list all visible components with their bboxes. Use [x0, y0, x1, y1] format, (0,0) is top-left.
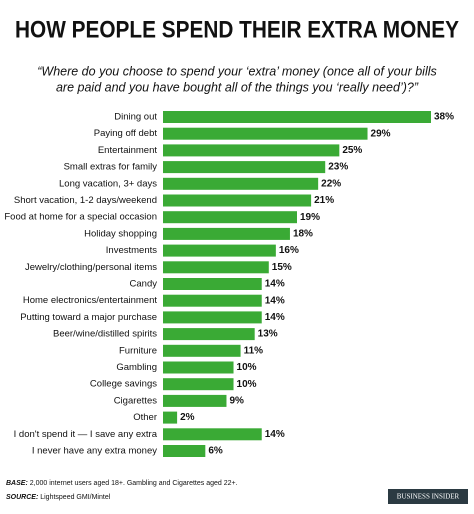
base-text: 2,000 internet users aged 18+. Gambling … [30, 480, 238, 487]
value-label: 14% [265, 312, 285, 323]
bar [163, 428, 262, 441]
bar [163, 261, 269, 274]
value-label: 29% [371, 128, 391, 139]
category-label: Investments [106, 245, 157, 256]
value-label: 14% [265, 429, 285, 440]
value-label: 10% [237, 379, 257, 390]
category-label: College savings [90, 379, 157, 390]
bar [163, 445, 206, 457]
category-label: I never have any extra money [32, 446, 157, 457]
bar [163, 227, 290, 240]
chart-title: HOW PEOPLE SPEND THEIR EXTRA MONEY [15, 16, 459, 43]
bar [163, 328, 255, 341]
value-label: 21% [314, 195, 334, 206]
value-label: 25% [342, 145, 362, 156]
value-label: 15% [272, 262, 292, 273]
bar [163, 144, 340, 157]
subtitle: “Where do you choose to spend your ‘extr… [37, 64, 437, 78]
category-label: Entertainment [98, 145, 158, 156]
value-label: 13% [258, 329, 278, 340]
value-label: 23% [328, 162, 348, 173]
bar [163, 394, 227, 407]
category-label: Small extras for family [64, 162, 158, 173]
bar [163, 161, 326, 174]
bar [163, 111, 431, 123]
category-label: Home electronics/entertainment [23, 295, 157, 306]
category-label: Gambling [116, 362, 157, 373]
category-label: Long vacation, 3+ days [59, 178, 157, 189]
logo: BUSINESS INSIDER [397, 493, 460, 501]
bar [163, 278, 262, 290]
value-label: 14% [265, 279, 285, 290]
value-label: 10% [237, 362, 257, 373]
bar [163, 361, 234, 374]
category-label: I don't spend it — I save any extra [14, 429, 158, 440]
value-label: 22% [321, 178, 341, 189]
bar [163, 378, 234, 391]
value-label: 16% [279, 245, 299, 256]
base-label: BASE: [6, 480, 28, 487]
category-label: Jewelry/clothing/personal items [25, 262, 157, 273]
category-label: Dining out [114, 112, 157, 123]
value-label: 6% [208, 446, 223, 457]
source-label: SOURCE: [6, 494, 38, 501]
category-label: Furniture [119, 345, 157, 356]
bar [163, 127, 368, 140]
footnote: BASE: 2,000 internet users aged 18+. Gam… [6, 480, 238, 487]
bar [163, 411, 178, 424]
category-label: Holiday shopping [84, 228, 157, 239]
bar [163, 194, 312, 207]
value-label: 14% [265, 295, 285, 306]
bar [163, 311, 262, 324]
logo-box [388, 489, 468, 504]
bar [163, 177, 319, 190]
category-label: Beer/wine/distilled spirits [53, 329, 157, 340]
category-label: Cigarettes [114, 395, 158, 406]
source-text: Lightspeed GMI/Mintel [40, 494, 110, 501]
category-label: Short vacation, 1-2 days/weekend [14, 195, 157, 206]
category-label: Other [133, 412, 157, 423]
category-label: Food at home for a special occasion [4, 212, 157, 223]
value-label: 38% [434, 112, 454, 123]
bar [163, 344, 241, 357]
value-label: 18% [293, 229, 313, 240]
bar [163, 294, 262, 307]
bar [163, 244, 276, 257]
category-label: Putting toward a major purchase [20, 312, 157, 323]
category-label: Paying off debt [94, 128, 158, 139]
value-label: 2% [180, 412, 195, 423]
footnote: SOURCE: Lightspeed GMI/Mintel [6, 494, 111, 501]
category-label: Candy [130, 279, 158, 290]
bar [163, 211, 297, 224]
subtitle: are paid and you have bought all of the … [56, 80, 419, 94]
value-label: 11% [244, 345, 264, 356]
value-label: 9% [229, 396, 244, 407]
value-label: 19% [300, 212, 320, 223]
